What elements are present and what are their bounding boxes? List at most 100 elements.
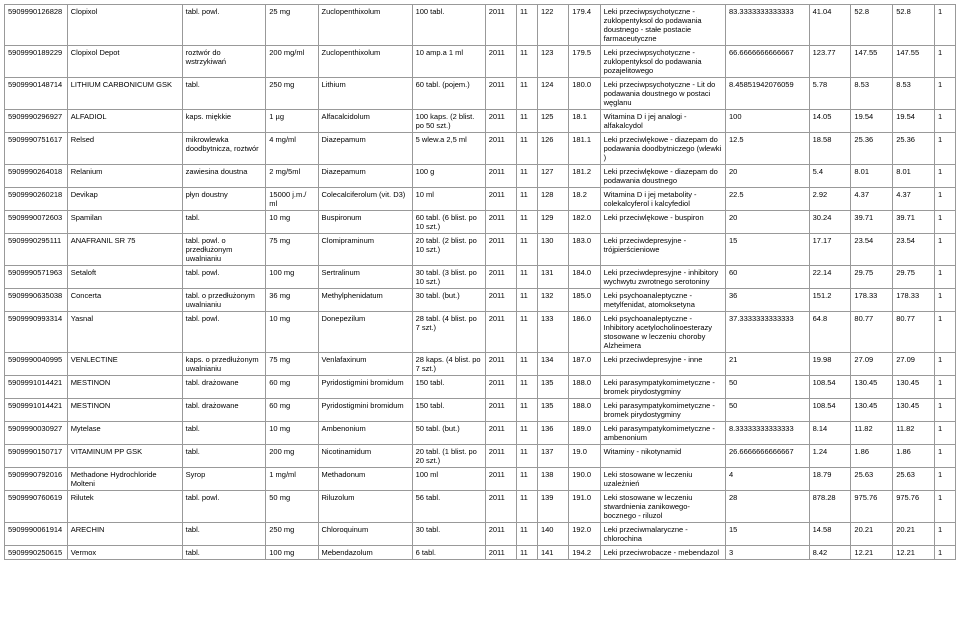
table-cell: 8.42	[809, 546, 851, 560]
table-cell: tabl. powl.	[182, 312, 266, 353]
table-cell: 2011	[485, 5, 516, 46]
table-cell: 1	[935, 211, 956, 234]
table-cell: Riluzolum	[318, 491, 412, 523]
table-cell: 178.33	[893, 289, 935, 312]
table-cell: Nicotinamidum	[318, 445, 412, 468]
table-cell: Methylphenidatum	[318, 289, 412, 312]
table-cell: 25.36	[851, 133, 893, 165]
table-cell: 5909991014421	[5, 376, 68, 399]
table-cell: 1	[935, 110, 956, 133]
table-cell: 11	[517, 78, 538, 110]
table-cell: 5909990150717	[5, 445, 68, 468]
table-row: 5909990751617Relsedmikrowlewka doodbytni…	[5, 133, 956, 165]
table-cell: Ambenonium	[318, 422, 412, 445]
table-cell: 11	[517, 353, 538, 376]
table-cell: 130.45	[851, 399, 893, 422]
table-cell: Clomipraminum	[318, 234, 412, 266]
table-cell: Leki stosowane w leczeniu uzależnień	[600, 468, 725, 491]
table-cell: Leki przeciwrobacze - mebendazol	[600, 546, 725, 560]
table-cell: 132	[537, 289, 568, 312]
table-cell: Zuclopenthixolum	[318, 5, 412, 46]
table-cell: 130.45	[893, 376, 935, 399]
table-row: 5909990993314Yasnaltabl. powl.10 mgDonep…	[5, 312, 956, 353]
table-cell: Clopixol Depot	[67, 46, 182, 78]
table-cell: Chloroquinum	[318, 523, 412, 546]
table-cell: 5909990792016	[5, 468, 68, 491]
table-cell: 20.21	[893, 523, 935, 546]
table-cell: ARECHIN	[67, 523, 182, 546]
table-cell: 30 tabl.	[412, 523, 485, 546]
table-cell: 1	[935, 445, 956, 468]
table-cell: Leki parasympatykomimetyczne - bromek pi…	[600, 399, 725, 422]
table-cell: tabl.	[182, 211, 266, 234]
table-cell: Leki przeciwpsychotyczne - zuklopentykso…	[600, 46, 725, 78]
table-cell: 140	[537, 523, 568, 546]
table-cell: 60 tabl. (pojem.)	[412, 78, 485, 110]
table-cell: Lithium	[318, 78, 412, 110]
table-cell: 50 mg	[266, 491, 318, 523]
table-cell: 11	[517, 234, 538, 266]
table-cell: 194.2	[569, 546, 600, 560]
table-cell: Yasnal	[67, 312, 182, 353]
table-row: 5909990296927ALFADIOLkaps. miękkie1 µgAl…	[5, 110, 956, 133]
table-cell: 975.76	[893, 491, 935, 523]
table-cell: 18.58	[809, 133, 851, 165]
table-cell: 25 mg	[266, 5, 318, 46]
table-cell: Leki parasympatykomimetyczne - ambenoniu…	[600, 422, 725, 445]
table-cell: 30 tabl. (3 blist. po 10 szt.)	[412, 266, 485, 289]
table-cell: Donepezilum	[318, 312, 412, 353]
table-cell: 12.5	[726, 133, 810, 165]
table-cell: 135	[537, 376, 568, 399]
table-cell: 2011	[485, 266, 516, 289]
table-cell: 11	[517, 422, 538, 445]
table-cell: 5909990072603	[5, 211, 68, 234]
table-cell: 26.6666666666667	[726, 445, 810, 468]
table-cell: 50 tabl. (but.)	[412, 422, 485, 445]
table-cell: 11	[517, 133, 538, 165]
table-cell: 52.8	[851, 5, 893, 46]
table-cell: 130.45	[893, 399, 935, 422]
table-cell: zawiesina doustna	[182, 165, 266, 188]
table-cell: kaps. o przedłużonym uwalnianiu	[182, 353, 266, 376]
table-cell: 191.0	[569, 491, 600, 523]
table-cell: 184.0	[569, 266, 600, 289]
table-cell: Methadone Hydrochloride Molteni	[67, 468, 182, 491]
table-cell: 5909990030927	[5, 422, 68, 445]
table-cell: 56 tabl.	[412, 491, 485, 523]
table-cell: 200 mg/ml	[266, 46, 318, 78]
table-row: 5909990260218Devikappłyn doustny15000 j.…	[5, 188, 956, 211]
table-cell: 18.79	[809, 468, 851, 491]
table-cell: 15000 j.m./ ml	[266, 188, 318, 211]
table-cell: 30.24	[809, 211, 851, 234]
table-cell: Clopixol	[67, 5, 182, 46]
table-cell: 8.53	[893, 78, 935, 110]
table-row: 5909990250615Vermoxtabl.100 mgMebendazol…	[5, 546, 956, 560]
table-cell: 1	[935, 234, 956, 266]
table-cell: 20 tabl. (2 blist. po 10 szt.)	[412, 234, 485, 266]
table-cell: 11	[517, 546, 538, 560]
table-cell: 178.33	[851, 289, 893, 312]
table-cell: 2011	[485, 133, 516, 165]
table-cell: Leki parasympatykomimetyczne - bromek pi…	[600, 376, 725, 399]
table-cell: 100 mg	[266, 546, 318, 560]
table-cell: 151.2	[809, 289, 851, 312]
table-cell: 1.86	[893, 445, 935, 468]
table-cell: 141	[537, 546, 568, 560]
table-cell: Witaminy - nikotynamid	[600, 445, 725, 468]
table-cell: 100	[726, 110, 810, 133]
table-cell: 11	[517, 399, 538, 422]
table-cell: Colecalciferolum (vit. D3)	[318, 188, 412, 211]
table-cell: 21	[726, 353, 810, 376]
table-cell: 192.0	[569, 523, 600, 546]
table-cell: 6 tabl.	[412, 546, 485, 560]
table-row: 5909990040995VENLECTINEkaps. o przedłużo…	[5, 353, 956, 376]
table-cell: 27.09	[851, 353, 893, 376]
table-row: 5909990571963Setalofttabl. powl.100 mgSe…	[5, 266, 956, 289]
table-cell: 183.0	[569, 234, 600, 266]
table-cell: 124	[537, 78, 568, 110]
table-cell: 60 mg	[266, 376, 318, 399]
table-cell: 20	[726, 165, 810, 188]
table-cell: 1	[935, 78, 956, 110]
table-cell: 29.75	[851, 266, 893, 289]
table-cell: 10 mg	[266, 312, 318, 353]
